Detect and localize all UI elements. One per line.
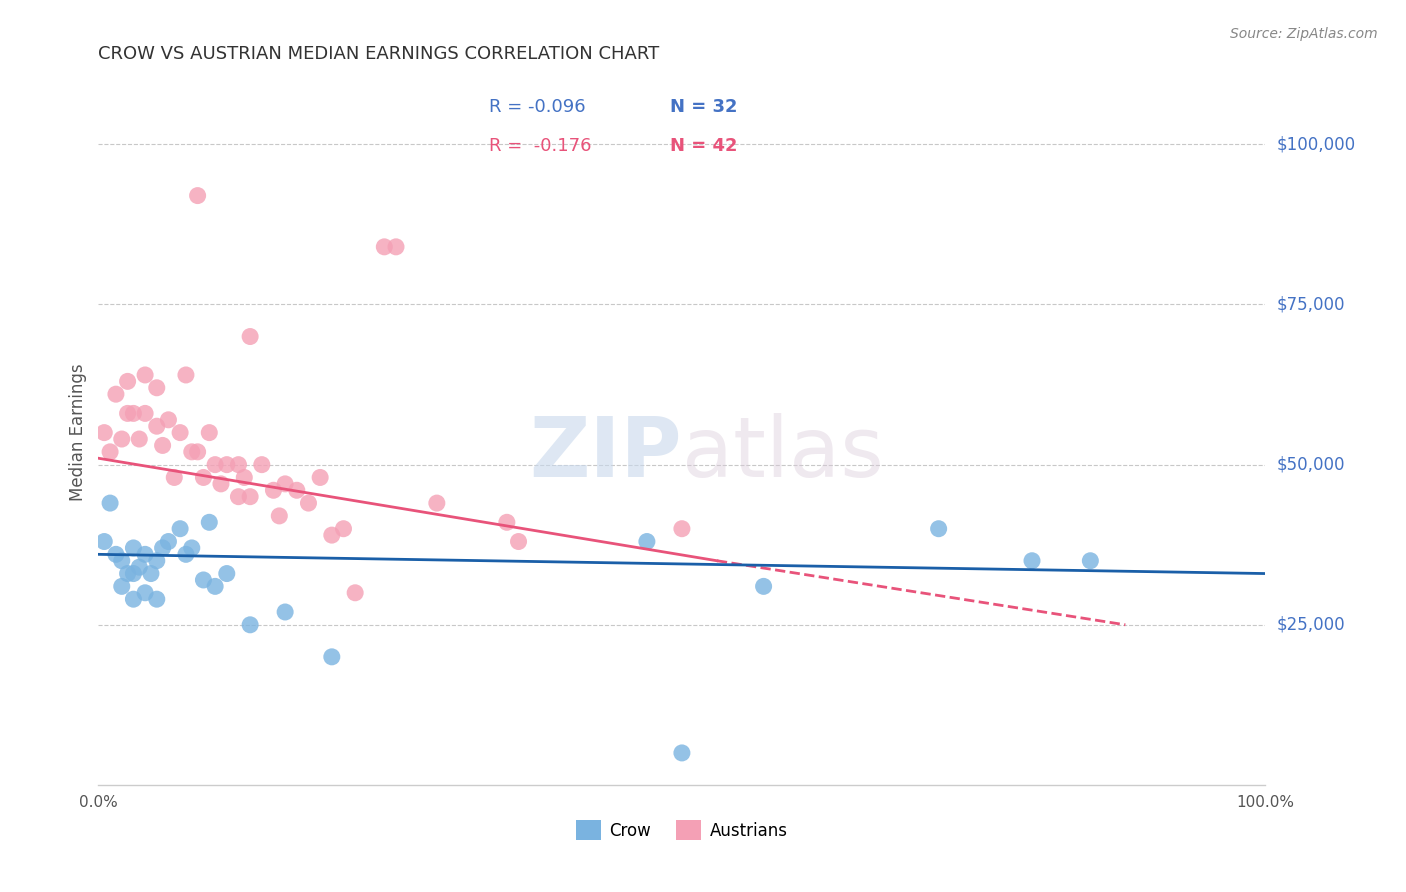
- Point: [262, 483, 284, 498]
- Point: [233, 470, 256, 484]
- Point: [198, 516, 221, 530]
- Point: [134, 368, 156, 382]
- Point: [215, 458, 238, 472]
- Point: [198, 425, 221, 440]
- Point: [274, 476, 297, 491]
- Point: [321, 528, 343, 542]
- Point: [274, 605, 297, 619]
- Text: $50,000: $50,000: [1277, 456, 1346, 474]
- Point: [309, 470, 332, 484]
- Point: [122, 566, 145, 581]
- Point: [134, 547, 156, 561]
- Point: [193, 573, 215, 587]
- Y-axis label: Median Earnings: Median Earnings: [69, 364, 87, 501]
- Legend: Crow, Austrians: Crow, Austrians: [569, 814, 794, 847]
- Point: [636, 534, 658, 549]
- Point: [111, 432, 134, 446]
- Point: [228, 458, 250, 472]
- Point: [169, 522, 191, 536]
- Point: [146, 381, 169, 395]
- Text: CROW VS AUSTRIAN MEDIAN EARNINGS CORRELATION CHART: CROW VS AUSTRIAN MEDIAN EARNINGS CORRELA…: [98, 45, 659, 63]
- Text: N = 42: N = 42: [671, 136, 738, 154]
- Point: [332, 522, 354, 536]
- Text: $25,000: $25,000: [1277, 615, 1346, 634]
- Point: [297, 496, 319, 510]
- Point: [139, 566, 162, 581]
- Point: [671, 746, 693, 760]
- Point: [174, 547, 197, 561]
- Point: [1080, 554, 1102, 568]
- Point: [180, 445, 202, 459]
- Point: [111, 554, 134, 568]
- Point: [187, 445, 209, 459]
- Point: [146, 419, 169, 434]
- Text: Source: ZipAtlas.com: Source: ZipAtlas.com: [1230, 27, 1378, 41]
- Point: [146, 554, 169, 568]
- Point: [180, 541, 202, 555]
- Point: [215, 566, 238, 581]
- Point: [128, 560, 150, 574]
- Point: [204, 458, 226, 472]
- Text: $100,000: $100,000: [1277, 136, 1355, 153]
- Point: [169, 425, 191, 440]
- Point: [104, 387, 127, 401]
- Point: [93, 534, 115, 549]
- Point: [157, 534, 180, 549]
- Point: [146, 592, 169, 607]
- Point: [187, 188, 209, 202]
- Point: [98, 496, 121, 510]
- Point: [122, 406, 145, 420]
- Point: [157, 413, 180, 427]
- Point: [128, 432, 150, 446]
- Point: [269, 508, 291, 523]
- Point: [239, 617, 262, 632]
- Point: [122, 541, 145, 555]
- Point: [228, 490, 250, 504]
- Text: atlas: atlas: [682, 413, 883, 494]
- Point: [111, 579, 134, 593]
- Point: [344, 586, 367, 600]
- Point: [174, 368, 197, 382]
- Point: [1021, 554, 1043, 568]
- Text: N = 32: N = 32: [671, 98, 738, 116]
- Point: [752, 579, 775, 593]
- Point: [204, 579, 226, 593]
- Point: [285, 483, 308, 498]
- Point: [152, 541, 174, 555]
- Point: [122, 592, 145, 607]
- Point: [117, 375, 139, 389]
- Point: [93, 425, 115, 440]
- Point: [671, 522, 693, 536]
- Point: [239, 329, 262, 343]
- Text: $75,000: $75,000: [1277, 295, 1346, 313]
- Point: [250, 458, 273, 472]
- Point: [209, 476, 232, 491]
- Point: [98, 445, 121, 459]
- Point: [239, 490, 262, 504]
- Text: R =  -0.176: R = -0.176: [489, 136, 592, 154]
- Point: [163, 470, 186, 484]
- Point: [193, 470, 215, 484]
- Point: [134, 406, 156, 420]
- Point: [496, 516, 519, 530]
- Point: [426, 496, 449, 510]
- Text: R = -0.096: R = -0.096: [489, 98, 586, 116]
- Point: [385, 240, 408, 254]
- Point: [152, 438, 174, 452]
- Point: [508, 534, 530, 549]
- Point: [373, 240, 395, 254]
- Point: [928, 522, 950, 536]
- Text: ZIP: ZIP: [530, 413, 682, 494]
- Point: [134, 586, 156, 600]
- Point: [117, 406, 139, 420]
- Point: [104, 547, 127, 561]
- Point: [117, 566, 139, 581]
- Point: [321, 649, 343, 664]
